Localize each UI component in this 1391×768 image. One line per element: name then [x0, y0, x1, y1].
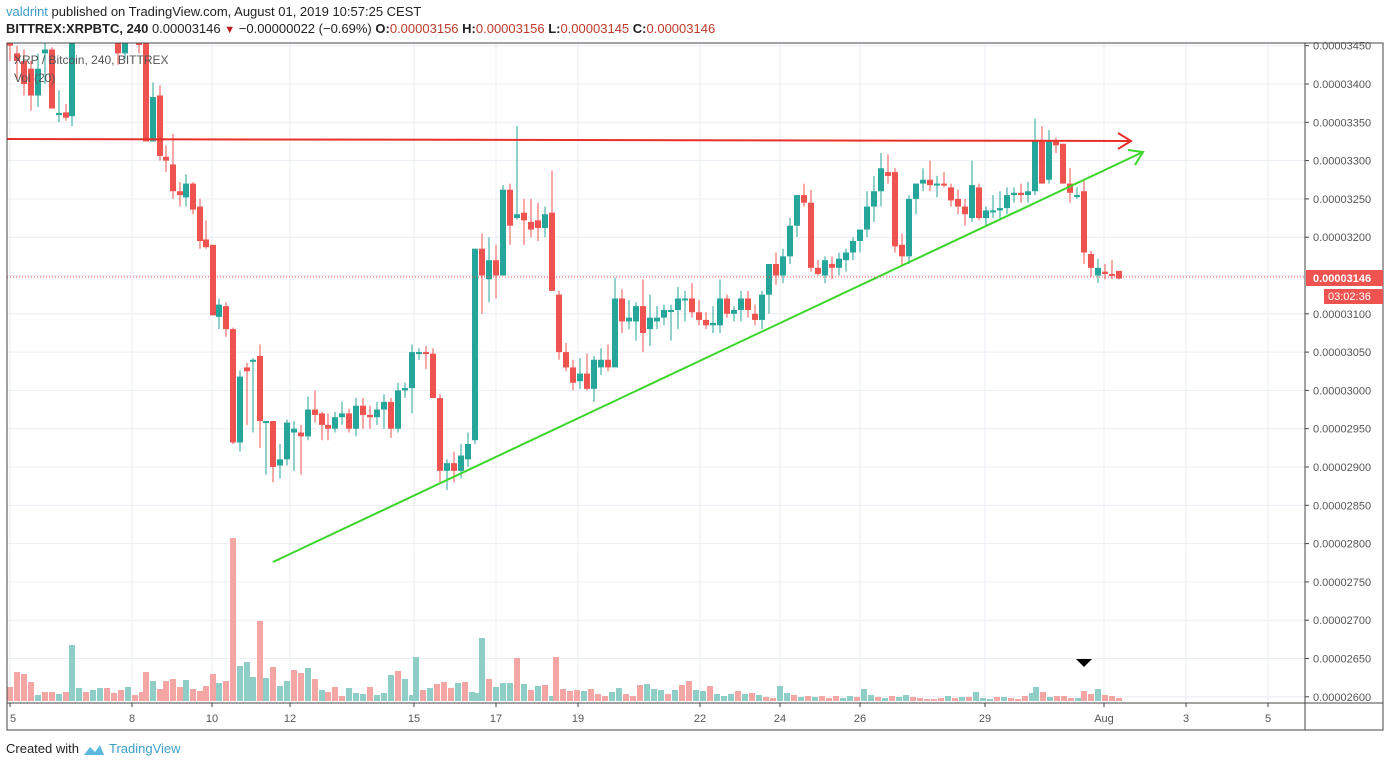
- price-tick-label: 0.00002700: [1313, 615, 1371, 627]
- price-tick-label: 0.00002750: [1313, 577, 1371, 589]
- price-tick-label: 0.00003100: [1313, 309, 1371, 321]
- chart-frame: [6, 42, 1384, 731]
- price-axis[interactable]: 0.00003450 0.00003400 0.00003350 0.00003300…: [1305, 41, 1383, 704]
- price-tick-label: 0.00003000: [1313, 385, 1371, 397]
- series-legend[interactable]: XRP / Bitcoin, 240, BITTREX: [14, 53, 169, 67]
- time-tick-label: 15: [408, 713, 420, 725]
- time-tick-label: 10: [206, 713, 218, 725]
- price-change: −0.00000022 (−0.69%): [238, 21, 372, 36]
- time-tick-label: 24: [774, 713, 786, 725]
- time-tick-label: 12: [284, 713, 296, 725]
- price-tick-label: 0.00002850: [1313, 500, 1371, 512]
- time-axis[interactable]: 5 8 10 12 15 17 19 22 24 26 29 Aug 3 5: [9, 703, 1271, 725]
- price-tick-label: 0.00003300: [1313, 156, 1371, 168]
- tradingview-brand-link[interactable]: TradingView: [108, 741, 181, 756]
- open-value: 0.00003156: [389, 21, 459, 36]
- time-tick-label: 22: [694, 713, 706, 725]
- price-tick-label: 0.00002600: [1313, 692, 1371, 704]
- time-tick-label: Aug: [1094, 713, 1114, 725]
- current-price-tag: 0.00003146: [1313, 273, 1371, 285]
- publisher-link[interactable]: valdrint: [6, 4, 48, 19]
- chart-grid: [7, 43, 1305, 703]
- symbol-label: BITTREX:XRPBTC, 240: [6, 21, 149, 36]
- published-text: published on TradingView.com, August 01,…: [51, 4, 422, 19]
- price-tick-label: 0.00002800: [1313, 539, 1371, 551]
- time-tick-label: 5: [10, 713, 16, 725]
- volume-bars: [7, 538, 1122, 701]
- price-tick-label: 0.00003050: [1313, 347, 1371, 359]
- close-value: 0.00003146: [646, 21, 716, 36]
- low-value: 0.00003145: [560, 21, 630, 36]
- candle-countdown-tag: 03:02:36: [1328, 291, 1371, 303]
- price-tick-label: 0.00002950: [1313, 424, 1371, 436]
- publish-info: valdrint published on TradingView.com, A…: [6, 4, 421, 19]
- footer: Created with TradingView: [6, 741, 181, 756]
- trend-annotations[interactable]: [6, 132, 1305, 667]
- candlesticks: [7, 43, 1122, 490]
- open-label: O:: [375, 21, 390, 36]
- last-price: 0.00003146: [151, 21, 221, 36]
- volume-legend[interactable]: Vol (20): [14, 71, 56, 85]
- time-tick-label: 19: [572, 713, 584, 725]
- price-tick-label: 0.00003250: [1313, 194, 1371, 206]
- price-tick-label: 0.00002900: [1313, 462, 1371, 474]
- high-value: 0.00003156: [475, 21, 545, 36]
- time-tick-label: 5: [1265, 713, 1271, 725]
- price-tick-label: 0.00002650: [1313, 654, 1371, 666]
- price-tick-label: 0.00003350: [1313, 117, 1371, 129]
- symbol-info-bar: BITTREX:XRPBTC, 240 0.00003146 ▼ −0.0000…: [6, 21, 715, 36]
- down-arrow-icon: ▼: [224, 24, 236, 36]
- created-with-label: Created with: [6, 741, 79, 756]
- time-tick-label: 3: [1183, 713, 1189, 725]
- high-label: H:: [462, 21, 476, 36]
- price-tick-label: 0.00003200: [1313, 232, 1371, 244]
- time-tick-label: 8: [129, 713, 135, 725]
- low-label: L:: [548, 21, 561, 36]
- price-tick-label: 0.00003400: [1313, 79, 1371, 91]
- time-tick-label: 17: [490, 713, 502, 725]
- time-tick-label: 26: [854, 713, 866, 725]
- time-tick-label: 29: [979, 713, 991, 725]
- price-tick-label: 0.00003450: [1313, 41, 1371, 53]
- close-label: C:: [632, 21, 647, 36]
- tradingview-logo-icon: [83, 744, 104, 755]
